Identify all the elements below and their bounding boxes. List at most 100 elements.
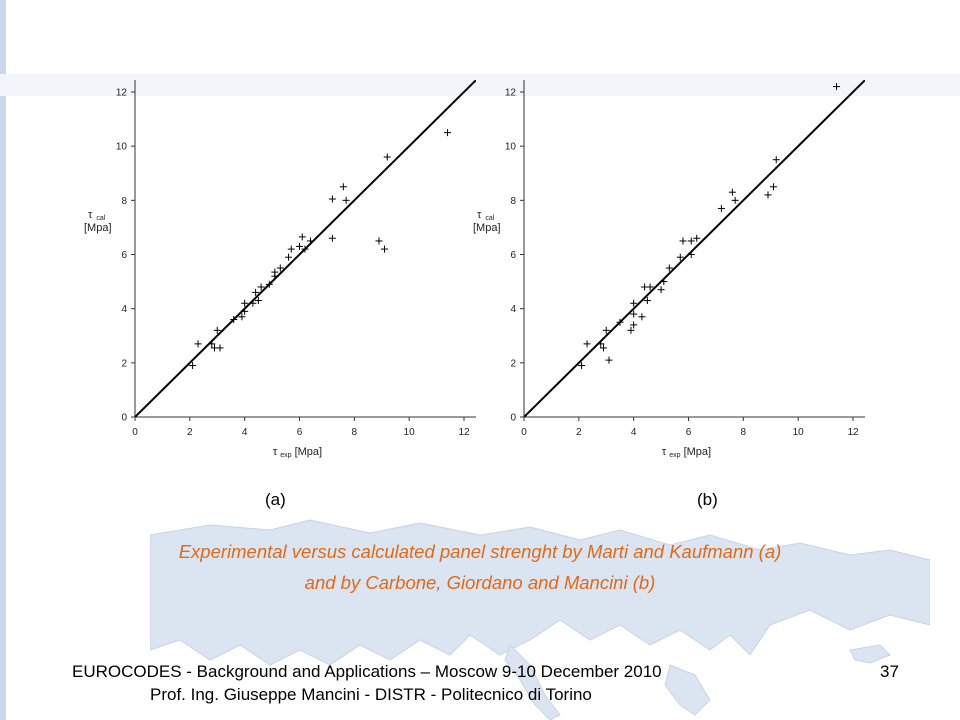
x-axis-label: τ exp [Mpa] <box>273 446 322 459</box>
reference-line <box>135 80 476 417</box>
data-point <box>578 362 586 370</box>
data-point <box>328 234 336 242</box>
data-point <box>660 278 668 286</box>
data-point <box>285 253 293 261</box>
data-point <box>687 251 695 258</box>
x-tick-label: 0 <box>521 427 527 438</box>
y-tick-label: 12 <box>505 88 517 99</box>
data-point <box>276 264 284 272</box>
data-point <box>665 264 673 272</box>
caption-line-1: Experimental versus calculated panel str… <box>178 541 782 562</box>
page-number: 37 <box>880 662 899 681</box>
x-tick-label: 8 <box>741 427 747 438</box>
y-tick-label: 2 <box>121 358 127 369</box>
y-axis-label-unit: [Mpa] <box>84 222 112 234</box>
europe-map-background <box>150 519 930 720</box>
data-point <box>627 326 635 334</box>
y-tick-label: 12 <box>116 88 128 99</box>
data-point <box>380 245 388 253</box>
header-band <box>0 74 960 96</box>
data-point <box>602 326 610 334</box>
data-point <box>728 188 736 196</box>
x-tick-label: 4 <box>631 427 637 438</box>
x-tick-label: 10 <box>404 427 416 438</box>
data-point <box>643 297 651 305</box>
data-point <box>213 326 221 334</box>
data-point <box>241 299 249 307</box>
footer-author: Prof. Ing. Giuseppe Mancini - DISTR - Po… <box>150 685 592 704</box>
data-point <box>375 237 383 245</box>
data-point <box>287 245 295 253</box>
data-point <box>769 183 777 191</box>
data-point <box>249 299 257 307</box>
x-tick-label: 8 <box>352 427 358 438</box>
data-point <box>265 280 273 288</box>
left-accent-strip <box>0 0 6 720</box>
data-point <box>296 242 303 250</box>
x-tick-label: 12 <box>847 427 859 438</box>
data-point <box>605 356 613 364</box>
data-point <box>657 286 665 294</box>
data-point <box>616 318 624 326</box>
data-point <box>772 156 780 164</box>
y-tick-label: 6 <box>121 250 127 261</box>
data-point <box>630 321 638 329</box>
data-point <box>717 204 725 212</box>
data-point <box>444 129 452 137</box>
reference-line <box>524 80 865 417</box>
x-tick-label: 6 <box>297 427 303 438</box>
scatter-chart-a: 0 2 4 6 8 10 12 0 2 4 6 8 10 12 τ exp [Mpa] τ cal[Mpa] <box>84 80 476 459</box>
y-axis-label-symbol: τ cal <box>477 209 495 222</box>
panel-label-a: (a) <box>265 490 286 509</box>
data-point <box>764 191 772 199</box>
y-tick-label: 4 <box>510 304 516 315</box>
y-tick-label: 6 <box>510 250 516 261</box>
scatter-chart-b: 0 2 4 6 8 10 12 0 2 4 6 8 10 12 τ exp [Mpa] τ cal[Mpa] <box>473 80 865 459</box>
data-point <box>306 237 314 245</box>
data-point <box>257 283 265 291</box>
data-point <box>208 340 216 348</box>
data-point <box>216 344 224 352</box>
data-point <box>600 344 608 352</box>
y-axis-label-unit: [Mpa] <box>473 222 501 234</box>
x-tick-label: 2 <box>187 427 193 438</box>
data-point <box>342 196 350 204</box>
y-tick-label: 2 <box>510 358 516 369</box>
data-point <box>252 288 260 296</box>
data-point <box>687 237 695 245</box>
data-point <box>189 362 197 370</box>
y-tick-label: 10 <box>505 142 517 153</box>
x-tick-label: 0 <box>132 427 138 438</box>
x-tick-label: 4 <box>242 427 248 438</box>
data-point <box>731 196 739 204</box>
data-point <box>630 299 638 307</box>
y-tick-label: 0 <box>121 413 127 424</box>
data-point <box>298 233 306 241</box>
data-point <box>676 253 684 261</box>
y-tick-label: 0 <box>510 413 516 424</box>
data-point <box>583 340 591 348</box>
x-axis-label: τ exp [Mpa] <box>662 446 711 459</box>
data-point <box>301 245 309 253</box>
data-point <box>271 268 279 276</box>
x-tick-label: 10 <box>793 427 805 438</box>
data-point <box>339 183 347 191</box>
data-point <box>597 340 605 348</box>
data-point <box>646 283 654 291</box>
data-point <box>383 153 391 161</box>
footer-event-title: EUROCODES - Background and Applications … <box>72 662 662 681</box>
data-point <box>254 297 262 305</box>
caption-line-2: and by Carbone, Giordano and Mancini (b) <box>304 572 656 593</box>
data-point <box>241 307 249 315</box>
panel-label-b: (b) <box>697 490 718 509</box>
x-tick-label: 6 <box>686 427 692 438</box>
data-point <box>693 234 701 242</box>
y-tick-label: 8 <box>121 196 127 207</box>
data-point <box>679 237 687 245</box>
data-point <box>630 310 638 318</box>
data-point <box>238 313 246 321</box>
y-axis-label-symbol: τ cal <box>88 209 106 222</box>
y-tick-label: 10 <box>116 142 128 153</box>
data-point <box>328 195 336 203</box>
data-point <box>638 313 646 321</box>
